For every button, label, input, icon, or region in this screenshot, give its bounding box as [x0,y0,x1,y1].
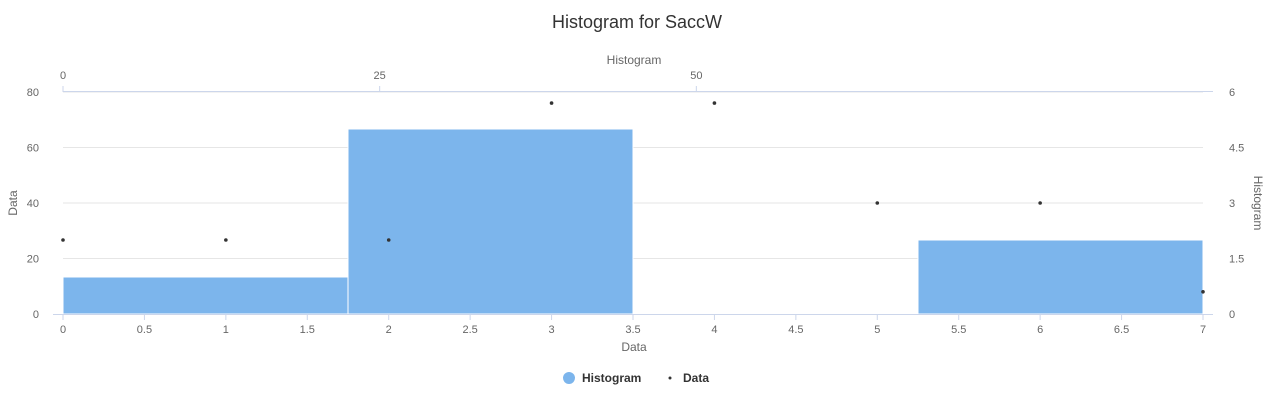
data-points [61,101,1205,294]
data-point[interactable] [1038,201,1042,205]
legend-data-label: Data [683,371,709,385]
histogram-bar[interactable] [917,239,1204,315]
top-axis-title: Histogram [607,53,662,67]
histogram-bar[interactable] [62,276,349,315]
x-tick-label: 6.5 [1114,324,1129,336]
data-point[interactable] [875,201,880,205]
x-tick-label: 0 [60,324,66,336]
top-tick-label: 25 [374,70,386,82]
x-tick-label: 3.5 [625,324,640,336]
left-axis-title: Data [6,190,20,216]
x-tick-label: 4 [711,324,717,336]
right-y-tick-label: 6 [1229,87,1235,99]
right-y-tick-label: 4.5 [1229,143,1244,155]
chart-title: Histogram for SaccW [552,12,722,32]
data-point[interactable] [386,238,391,242]
left-y-tick-label: 80 [27,87,39,99]
x-tick-label: 2 [386,324,392,336]
left-y-tick-label: 60 [27,143,39,155]
legend-item-data[interactable]: Data [668,371,710,385]
x-tick-label: 5 [874,324,880,336]
legend-histogram-symbol [563,372,575,384]
legend-data-symbol [668,376,672,380]
x-tick-label: 0.5 [137,324,152,336]
right-y-tick-label: 0 [1229,309,1235,321]
x-tick-label: 7 [1200,324,1206,336]
legend-item-histogram[interactable]: Histogram [563,371,641,385]
top-tick-label: 50 [690,70,702,82]
left-y-tick-label: 20 [27,254,39,266]
data-point[interactable] [61,238,65,242]
histogram-bar[interactable] [347,128,634,315]
right-y-tick-label: 3 [1229,198,1235,210]
x-tick-label: 5.5 [951,324,966,336]
data-point[interactable] [224,238,228,242]
right-axis-title: Histogram [1251,176,1265,231]
histogram-bars [62,128,1204,315]
left-y-tick-label: 40 [27,198,39,210]
legend-histogram-label: Histogram [582,371,641,385]
x-tick-label: 1.5 [300,324,315,336]
legend: Histogram Data [563,371,709,385]
x-axis-title: Data [621,340,647,354]
x-tick-label: 1 [223,324,229,336]
x-tick-label: 4.5 [788,324,803,336]
left-y-tick-label: 0 [33,309,39,321]
right-y-tick-label: 1.5 [1229,254,1244,266]
x-tick-label: 6 [1037,324,1043,336]
data-point[interactable] [549,101,554,105]
data-point[interactable] [712,101,717,105]
top-tick-label: 0 [60,70,66,82]
x-tick-label: 2.5 [462,324,477,336]
x-tick-label: 3 [549,324,555,336]
data-point[interactable] [1201,290,1205,294]
